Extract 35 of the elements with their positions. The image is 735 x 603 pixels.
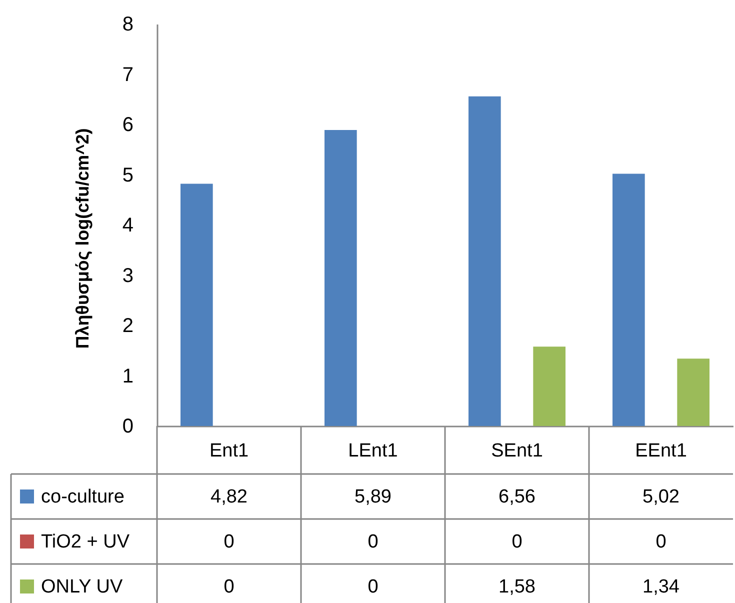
data-label: 5,89 [354, 486, 392, 508]
bar [324, 130, 357, 426]
data-label: 0 [368, 576, 378, 598]
data-label: 1,34 [642, 576, 680, 598]
y-tick-label: 5 [122, 164, 134, 186]
y-tick-label: 3 [122, 264, 134, 287]
x-tick-label: SEnt1 [491, 440, 543, 462]
x-tick-label: LEnt1 [348, 440, 398, 462]
data-label: 0 [368, 532, 378, 552]
bar [180, 184, 213, 426]
bar [677, 358, 710, 426]
data-label: 4,82 [210, 486, 248, 508]
y-tick-label: 0 [122, 416, 134, 438]
data-label: 1,58 [498, 576, 536, 598]
y-axis-title: Πληθυσμός log(cfu/cm^2) [72, 128, 92, 349]
data-label: 5,02 [642, 486, 680, 508]
bar [468, 96, 501, 426]
y-tick-label: 2 [122, 315, 134, 337]
y-tick-label: 8 [122, 14, 134, 36]
legend-label: TiO2 + UV [41, 532, 130, 552]
data-label: 6,56 [498, 486, 536, 508]
data-label: 0 [512, 532, 522, 552]
x-tick-label: EEnt1 [635, 440, 687, 462]
y-tick-label: 1 [122, 365, 134, 388]
x-tick-label: Ent1 [209, 440, 249, 462]
legend-label: ONLY UV [41, 576, 123, 598]
data-label: 0 [224, 576, 234, 598]
data-label: 0 [224, 532, 234, 552]
y-tick-label: 6 [122, 114, 134, 136]
bar [533, 346, 566, 426]
legend-label: co-culture [41, 486, 124, 508]
y-tick-label: 4 [122, 214, 134, 236]
data-label: 0 [656, 532, 666, 552]
bar [612, 174, 645, 426]
y-tick-label: 7 [122, 64, 134, 86]
